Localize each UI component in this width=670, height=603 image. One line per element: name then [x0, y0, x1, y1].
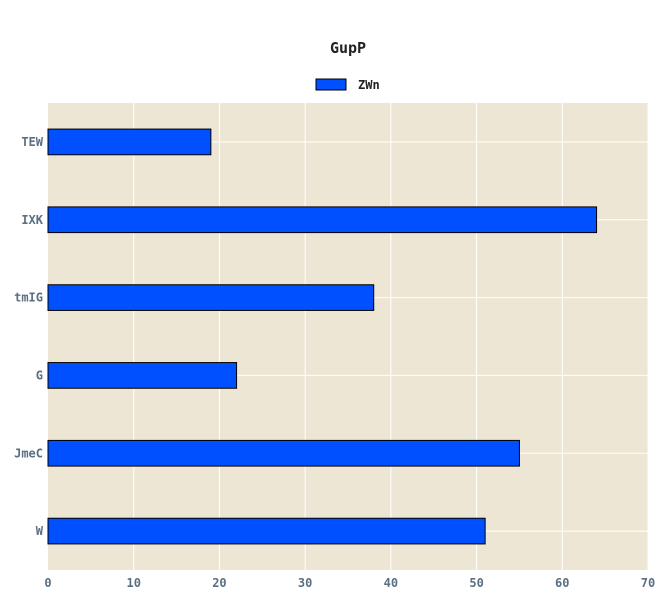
x-tick-label: 70	[641, 576, 655, 590]
x-axis-ticks: 0 10 20 30 40 50 60 70	[44, 576, 655, 590]
y-tick-label: G	[36, 368, 43, 382]
legend-swatch	[315, 78, 347, 91]
x-tick-label: 40	[384, 576, 398, 590]
y-tick-label: JmeC	[14, 446, 43, 460]
bars	[47, 128, 598, 545]
x-tick-label: 0	[44, 576, 51, 590]
bar-IXK[interactable]	[47, 206, 598, 234]
y-tick-label: tmIG	[14, 291, 43, 305]
x-tick-label: 60	[555, 576, 569, 590]
x-tick-label: 20	[212, 576, 226, 590]
bar-G[interactable]	[47, 362, 238, 389]
legend-label: ZWn	[358, 78, 380, 92]
bar-TEW[interactable]	[47, 128, 212, 156]
plot-area	[48, 103, 648, 570]
bar-W[interactable]	[47, 517, 486, 545]
bar-JmeC[interactable]	[47, 439, 520, 467]
y-tick-label: W	[36, 524, 44, 538]
y-axis-ticks: TEW IXK tmIG G JmeC W	[14, 135, 44, 538]
y-tick-label: TEW	[21, 135, 43, 149]
x-tick-label: 50	[469, 576, 483, 590]
legend[interactable]: ZWn	[315, 78, 380, 92]
bar-tmIG[interactable]	[47, 284, 375, 311]
x-tick-label: 30	[298, 576, 312, 590]
x-tick-label: 10	[126, 576, 140, 590]
chart-title: GupP	[330, 39, 366, 57]
y-tick-label: IXK	[21, 213, 43, 227]
